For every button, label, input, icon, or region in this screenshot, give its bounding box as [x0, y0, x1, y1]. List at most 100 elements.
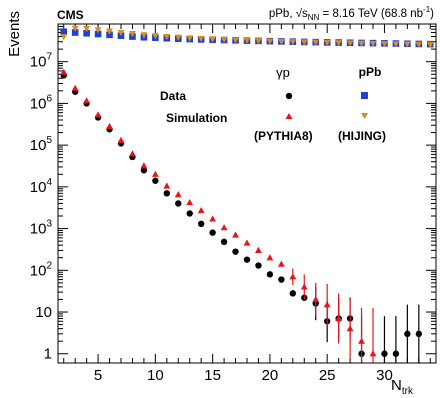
gammap-data-point	[152, 177, 159, 184]
data-markers	[60, 25, 434, 363]
gammap-simulation-point	[129, 150, 136, 157]
x-axis-title: Ntrk	[391, 377, 414, 397]
gammap-simulation-point	[289, 273, 297, 280]
gammap-simulation-point	[83, 97, 91, 104]
gammap-simulation-point	[174, 191, 182, 198]
legend-generator-ppb: (HIJING)	[338, 129, 386, 143]
ppb-simulation-point	[289, 39, 297, 46]
ppb-simulation-point	[163, 33, 171, 41]
legend-marker-gp-data	[285, 92, 293, 100]
ppb-data-point	[94, 30, 102, 38]
energy-label: pPb, √sNN = 8.16 TeV (68.8 nb-1)	[269, 5, 434, 22]
y-tick-label: 1	[44, 346, 52, 363]
ppb-simulation-point	[83, 26, 91, 33]
gammap-data-point	[243, 256, 251, 263]
y-tick-label: 104	[30, 177, 53, 196]
gammap-simulation-point	[300, 283, 308, 290]
ppb-simulation-point	[346, 40, 354, 47]
gammap-simulation-point	[71, 84, 79, 91]
legend-row-data: Data	[160, 89, 186, 103]
legend-marker-ppb-simulation	[361, 113, 368, 119]
x-axis-ticks: 5 10 15 20 25 30	[63, 24, 431, 384]
gammap-simulation-point	[266, 254, 274, 261]
gammap-simulation-point	[220, 224, 228, 231]
ppb-simulation-point	[117, 29, 125, 37]
gammap-simulation-point	[358, 337, 365, 344]
ppb-simulation-point	[243, 37, 251, 44]
ppb-simulation-point	[392, 41, 400, 48]
ppb-data-point	[106, 31, 113, 39]
gammap-data-point	[232, 248, 239, 255]
ppb-simulation-point	[323, 39, 331, 47]
y-tick-label: 106	[30, 93, 53, 112]
gammap-simulation-point	[255, 246, 262, 253]
gammap-simulation-point	[323, 301, 331, 308]
x-tick-label: 30	[376, 367, 393, 384]
gammap-simulation-point	[346, 325, 354, 332]
gammap-simulation-point	[151, 170, 159, 177]
ppb-simulation-point	[335, 40, 343, 47]
y-tick-label: 105	[30, 135, 53, 154]
x-tick-label: 15	[204, 367, 221, 384]
ppb-simulation-point	[197, 35, 205, 43]
gammap-data-point	[175, 200, 182, 207]
legend: γp pPb Data Simulation (PYTHIA8) (HIJING…	[160, 65, 386, 143]
ppb-simulation-point	[60, 33, 68, 41]
gammap-data-point	[289, 290, 297, 297]
x-tick-label: 25	[319, 367, 336, 384]
ppb-simulation-point	[174, 34, 182, 41]
ppb-simulation-point	[94, 27, 102, 34]
gammap-data-point	[278, 276, 285, 283]
gammap-data-point	[415, 330, 423, 338]
gammap-data-point	[209, 229, 216, 236]
gammap-simulation-point	[163, 182, 171, 189]
ppb-simulation-point	[403, 41, 411, 48]
x-tick-label: 5	[94, 367, 102, 384]
gammap-simulation-point	[312, 295, 320, 303]
ppb-simulation-point	[209, 36, 217, 43]
gammap-simulation-point	[369, 350, 377, 357]
legend-marker-ppb-data	[361, 92, 368, 99]
gammap-simulation-point	[209, 215, 217, 222]
y-tick-label: 103	[30, 219, 53, 238]
y-tick-label: 10	[35, 304, 52, 321]
gammap-simulation-point	[232, 231, 239, 238]
legend-header-ppb: pPb	[359, 65, 382, 79]
gammap-simulation-point	[140, 162, 148, 169]
ppb-simulation-point	[71, 25, 79, 32]
legend-header-gp: γp	[276, 65, 290, 80]
gammap-data-point	[186, 210, 193, 217]
ppb-data-point	[83, 29, 90, 37]
plot-frame	[57, 23, 437, 364]
legend-generator-gp: (PYTHIA8)	[254, 129, 313, 143]
gammap-data-point	[255, 262, 262, 269]
gammap-simulation-point	[277, 260, 285, 267]
ppb-simulation-point	[151, 33, 159, 40]
ppb-simulation-point	[415, 41, 423, 48]
ppb-simulation-point	[232, 37, 239, 44]
ppb-data-point	[60, 28, 68, 36]
y-tick-label: 102	[30, 260, 53, 279]
gammap-data-point	[392, 350, 400, 357]
gammap-data-point	[140, 167, 148, 174]
ppb-simulation-point	[140, 32, 148, 39]
ppb-data-point	[71, 29, 79, 36]
gammap-data-point	[220, 238, 228, 246]
ppb-simulation-point	[369, 40, 377, 48]
y-tick-label: 107	[30, 52, 53, 71]
gammap-data-point	[197, 220, 205, 228]
gammap-data-point	[404, 330, 411, 338]
gammap-simulation-point	[117, 136, 125, 143]
ppb-simulation-point	[106, 28, 113, 35]
ppb-simulation-point	[266, 38, 274, 45]
ppb-simulation-point	[300, 39, 308, 46]
legend-marker-gp-simulation	[285, 113, 293, 119]
gammap-simulation-point	[197, 206, 205, 214]
y-axis-title: Events	[6, 11, 23, 57]
ppb-simulation-point	[220, 36, 228, 44]
ppb-simulation-point	[277, 38, 285, 46]
ppb-simulation-point	[358, 40, 365, 47]
gammap-simulation-point	[335, 314, 343, 322]
x-tick-label: 10	[147, 367, 164, 384]
